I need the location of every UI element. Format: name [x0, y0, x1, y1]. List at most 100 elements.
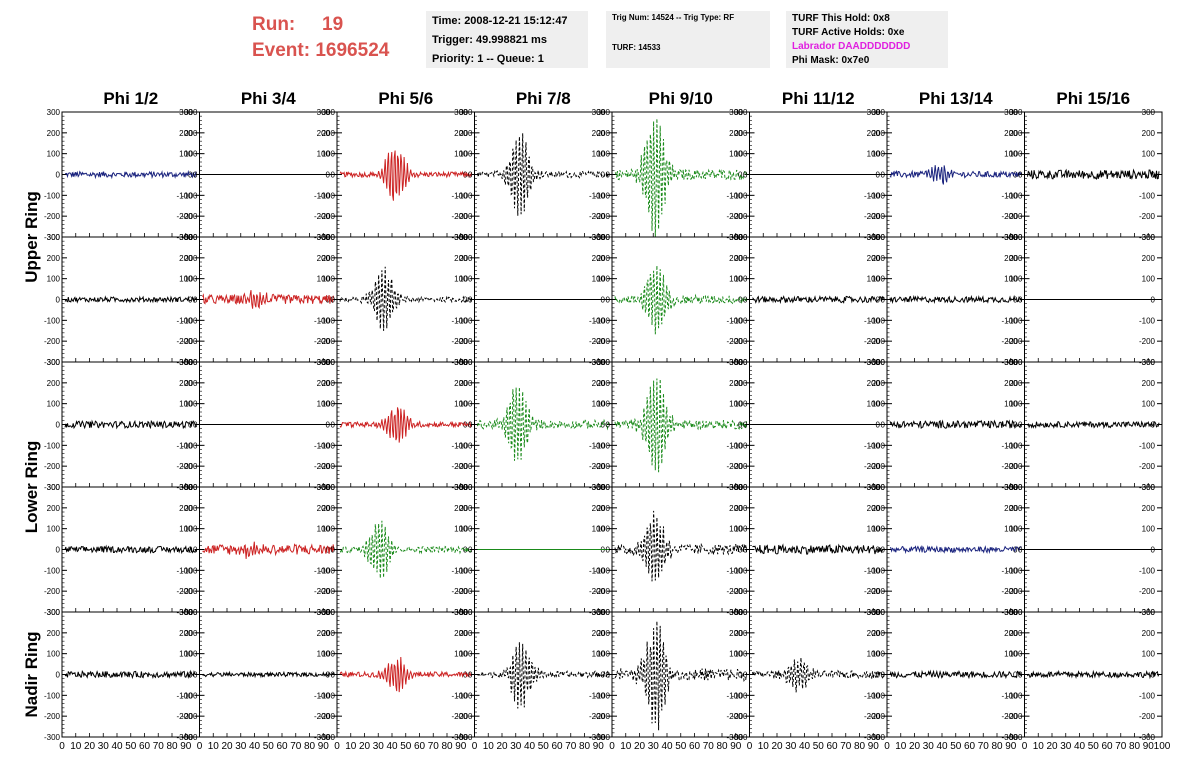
y-tick-label: 300 — [734, 108, 748, 117]
y-tick-label-right: 100 — [317, 525, 331, 534]
column-title: Phi 9/10 — [649, 89, 713, 108]
x-tick-label: 40 — [524, 741, 536, 752]
y-tick-label-right: -200 — [1139, 337, 1156, 346]
x-tick-label: 30 — [510, 741, 522, 752]
y-tick-label-right: 300 — [867, 483, 881, 492]
y-tick-label: 200 — [1009, 129, 1023, 138]
y-tick-label: 300 — [872, 483, 886, 492]
y-tick-label-right: 300 — [1004, 233, 1018, 242]
y-tick-label-right: 100 — [1004, 150, 1018, 159]
y-tick-label: -200 — [869, 712, 886, 721]
y-tick-label: 0 — [743, 171, 748, 180]
y-tick-label-right: 0 — [463, 296, 468, 305]
y-tick-label-right: 300 — [867, 608, 881, 617]
y-tick-label-right: 300 — [317, 108, 331, 117]
x-tick-label: 80 — [716, 741, 728, 752]
y-tick-label: 200 — [47, 379, 61, 388]
y-tick-label: 100 — [1009, 525, 1023, 534]
x-tick-label: 80 — [441, 741, 453, 752]
y-tick-label: -200 — [181, 462, 198, 471]
y-tick-label: -100 — [456, 691, 473, 700]
y-tick-label: 300 — [1009, 358, 1023, 367]
turf-info-box: TURF This Hold: 0x8 TURF Active Holds: 0… — [786, 11, 948, 68]
x-tick-label: 90 — [730, 741, 742, 752]
y-tick-label: -100 — [44, 316, 61, 325]
y-tick-label-right: -100 — [451, 191, 468, 200]
y-tick-label: 200 — [184, 629, 198, 638]
y-tick-label: 0 — [606, 421, 611, 430]
y-tick-label-right: -200 — [864, 212, 881, 221]
x-tick-label: 20 — [359, 741, 371, 752]
y-tick-label-right: -200 — [1001, 587, 1018, 596]
y-tick-label: -200 — [44, 212, 61, 221]
y-tick-label: 200 — [47, 129, 61, 138]
y-tick-label-right: 100 — [592, 525, 606, 534]
y-tick-label: 0 — [331, 671, 336, 680]
y-tick-label: 100 — [1009, 150, 1023, 159]
y-tick-label-right: 100 — [1142, 650, 1156, 659]
y-tick-label-right: 300 — [729, 608, 743, 617]
y-tick-label: 100 — [322, 525, 336, 534]
y-tick-label-right: -100 — [864, 191, 881, 200]
y-tick-label: 0 — [468, 671, 473, 680]
y-tick-label: 100 — [47, 400, 61, 409]
x-tick-label: 0 — [59, 741, 65, 752]
y-tick-label: 300 — [459, 483, 473, 492]
x-tick-label: 40 — [936, 741, 948, 752]
y-tick-label-right: 300 — [1004, 608, 1018, 617]
y-tick-label-right: 300 — [454, 608, 468, 617]
y-tick-label: 100 — [47, 150, 61, 159]
y-tick-label-right: 100 — [1142, 150, 1156, 159]
y-tick-label: -300 — [44, 483, 61, 492]
y-tick-label: 100 — [184, 650, 198, 659]
y-tick-label: 200 — [1009, 379, 1023, 388]
x-tick-label: 10 — [208, 741, 220, 752]
column-title: Phi 11/12 — [782, 89, 855, 108]
y-tick-label-right: 100 — [454, 400, 468, 409]
event-label: Event: — [252, 40, 311, 61]
y-tick-label: 100 — [184, 525, 198, 534]
y-tick-label: 200 — [597, 379, 611, 388]
y-tick-label-right: 300 — [317, 608, 331, 617]
y-tick-label: 300 — [734, 358, 748, 367]
y-tick-label: -100 — [44, 441, 61, 450]
x-tick-label: 0 — [884, 741, 890, 752]
y-tick-label: 200 — [597, 504, 611, 513]
x-tick-label: 60 — [964, 741, 976, 752]
x-tick-label: 0 — [747, 741, 753, 752]
y-tick-label: -100 — [181, 566, 198, 575]
y-tick-label-right: 200 — [179, 129, 193, 138]
y-tick-label: -100 — [594, 691, 611, 700]
y-tick-label: -100 — [869, 316, 886, 325]
y-tick-label: 300 — [597, 233, 611, 242]
time-text: Time: 2008-12-21 15:12:47 — [432, 15, 568, 27]
y-tick-label: -200 — [456, 712, 473, 721]
y-tick-label: -200 — [594, 462, 611, 471]
y-tick-label: -200 — [731, 462, 748, 471]
y-tick-label: 0 — [56, 421, 61, 430]
y-tick-label: -100 — [456, 566, 473, 575]
y-tick-label: 100 — [734, 400, 748, 409]
y-tick-label-right: -100 — [589, 441, 606, 450]
y-tick-label: -200 — [869, 587, 886, 596]
waveform-trace — [1027, 420, 1160, 430]
y-tick-label-right: 200 — [317, 129, 331, 138]
waveform-trace — [889, 294, 1022, 305]
x-tick-label: 80 — [166, 741, 178, 752]
y-tick-label-right: 300 — [729, 358, 743, 367]
y-tick-label-right: -100 — [451, 316, 468, 325]
y-tick-label: -100 — [181, 316, 198, 325]
y-tick-label: 200 — [1009, 254, 1023, 263]
y-tick-label: 0 — [331, 546, 336, 555]
y-tick-label: -200 — [181, 712, 198, 721]
y-tick-label: -100 — [319, 441, 336, 450]
y-tick-label-right: 100 — [317, 400, 331, 409]
y-tick-label-right: -200 — [451, 712, 468, 721]
waveform-trace — [752, 295, 885, 305]
y-tick-label: 300 — [1009, 108, 1023, 117]
x-tick-label: 60 — [276, 741, 288, 752]
x-tick-label: 80 — [854, 741, 866, 752]
y-tick-label-right: -100 — [589, 691, 606, 700]
y-tick-label: -200 — [731, 337, 748, 346]
y-tick-label-right: 200 — [454, 129, 468, 138]
